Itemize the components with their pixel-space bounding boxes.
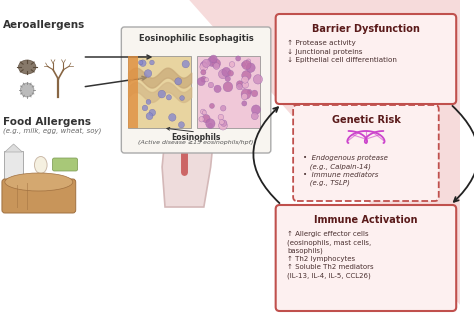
Ellipse shape <box>172 40 197 70</box>
Circle shape <box>246 63 255 72</box>
Text: Barrier Dysfunction: Barrier Dysfunction <box>312 24 420 34</box>
Polygon shape <box>160 77 217 207</box>
Circle shape <box>150 60 154 65</box>
Circle shape <box>237 84 242 90</box>
Polygon shape <box>189 0 460 305</box>
Circle shape <box>201 109 206 114</box>
Circle shape <box>146 113 153 120</box>
Text: Immune Activation: Immune Activation <box>314 215 418 225</box>
FancyBboxPatch shape <box>276 205 456 311</box>
Circle shape <box>206 119 215 128</box>
Circle shape <box>178 122 184 128</box>
Text: Genetic Risk: Genetic Risk <box>331 115 401 125</box>
Circle shape <box>144 70 152 77</box>
Circle shape <box>242 81 248 88</box>
Circle shape <box>219 69 228 79</box>
Circle shape <box>204 78 209 82</box>
Circle shape <box>225 76 230 81</box>
Circle shape <box>251 113 258 120</box>
FancyBboxPatch shape <box>53 158 78 171</box>
Circle shape <box>214 85 221 92</box>
Circle shape <box>241 62 246 67</box>
Circle shape <box>202 115 210 123</box>
Circle shape <box>247 89 252 94</box>
Circle shape <box>251 105 261 114</box>
Circle shape <box>138 60 143 65</box>
Circle shape <box>223 82 233 92</box>
FancyBboxPatch shape <box>121 27 271 153</box>
Polygon shape <box>5 144 22 152</box>
Circle shape <box>182 60 190 68</box>
Circle shape <box>208 82 214 88</box>
Circle shape <box>212 59 220 68</box>
Circle shape <box>251 90 258 97</box>
Circle shape <box>202 111 207 115</box>
Circle shape <box>201 61 207 68</box>
Circle shape <box>220 106 226 111</box>
Circle shape <box>219 120 224 125</box>
Circle shape <box>169 114 176 121</box>
Circle shape <box>201 70 206 75</box>
Circle shape <box>210 104 214 109</box>
Circle shape <box>219 121 228 130</box>
Ellipse shape <box>20 83 34 97</box>
Text: (e.g., milk, egg, wheat, soy): (e.g., milk, egg, wheat, soy) <box>3 127 101 134</box>
Circle shape <box>246 59 251 64</box>
Circle shape <box>228 70 234 76</box>
Circle shape <box>237 81 243 87</box>
Ellipse shape <box>18 60 36 74</box>
Text: ↑ Protease activity
↓ Junctional proteins
↓ Epithelial cell differentiation: ↑ Protease activity ↓ Junctional protein… <box>287 40 397 63</box>
FancyBboxPatch shape <box>276 14 456 104</box>
Text: (Active disease ≥15 eosinophils/hpf): (Active disease ≥15 eosinophils/hpf) <box>138 140 254 145</box>
Circle shape <box>210 55 217 63</box>
Circle shape <box>241 93 248 100</box>
Circle shape <box>200 63 208 71</box>
Circle shape <box>142 105 148 111</box>
Ellipse shape <box>35 156 47 174</box>
Circle shape <box>221 120 227 126</box>
Circle shape <box>242 76 248 83</box>
Circle shape <box>166 95 172 100</box>
Ellipse shape <box>5 173 73 191</box>
Circle shape <box>208 57 217 66</box>
FancyBboxPatch shape <box>4 151 23 181</box>
Circle shape <box>229 62 235 67</box>
Circle shape <box>140 60 146 66</box>
Circle shape <box>149 109 155 116</box>
Circle shape <box>213 63 219 69</box>
Circle shape <box>197 77 205 86</box>
Text: •  Endogenous protease
   (e.g., Calpain-14)
•  Immune mediators
   (e.g., TSLP): • Endogenous protease (e.g., Calpain-14)… <box>303 155 388 186</box>
Circle shape <box>208 123 212 128</box>
Circle shape <box>146 99 151 105</box>
Text: ↑ Allergic effector cells
(eosinophils, mast cells,
basophils)
↑ Th2 lymphocytes: ↑ Allergic effector cells (eosinophils, … <box>287 231 374 279</box>
Circle shape <box>254 75 263 84</box>
FancyBboxPatch shape <box>197 56 260 128</box>
Circle shape <box>242 60 251 70</box>
Circle shape <box>222 67 231 76</box>
Circle shape <box>201 76 206 82</box>
Polygon shape <box>178 69 191 77</box>
Text: Eosinophilic Esophagitis: Eosinophilic Esophagitis <box>139 34 254 43</box>
Circle shape <box>202 59 210 67</box>
Circle shape <box>180 95 184 100</box>
Text: Food Allergens: Food Allergens <box>3 117 91 127</box>
FancyBboxPatch shape <box>128 56 191 128</box>
Circle shape <box>236 56 241 61</box>
FancyBboxPatch shape <box>2 179 76 213</box>
Circle shape <box>175 78 182 85</box>
Circle shape <box>218 114 224 120</box>
FancyBboxPatch shape <box>128 56 138 128</box>
Circle shape <box>241 89 251 99</box>
Circle shape <box>242 101 247 106</box>
FancyBboxPatch shape <box>293 105 439 201</box>
Text: Aeroallergens: Aeroallergens <box>3 20 85 30</box>
Text: Eosinophils: Eosinophils <box>172 133 221 142</box>
Circle shape <box>199 117 204 122</box>
Circle shape <box>242 71 251 80</box>
Circle shape <box>158 90 165 98</box>
Circle shape <box>238 81 246 89</box>
